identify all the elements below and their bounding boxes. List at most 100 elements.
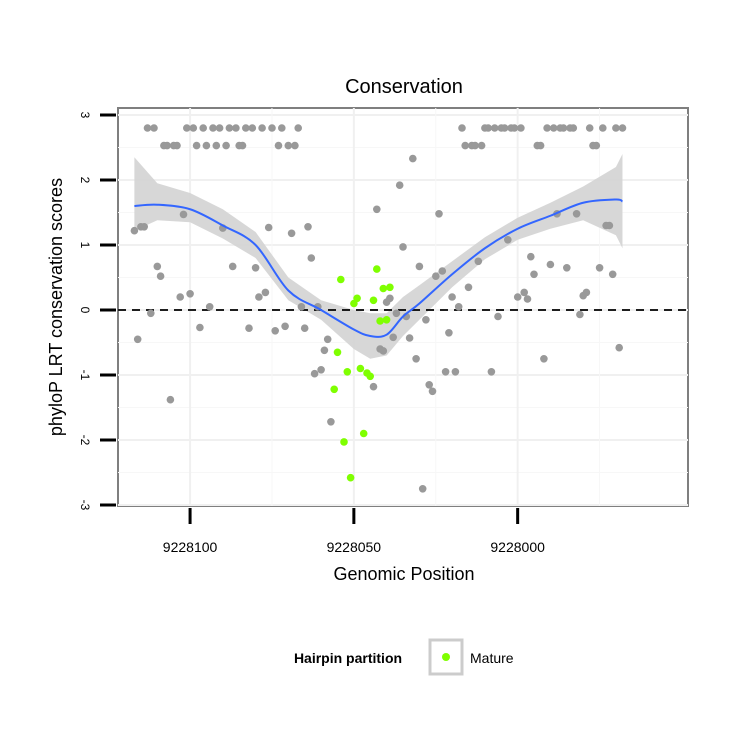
data-point-mature: [366, 372, 375, 381]
x-tick-label: 9228050: [327, 539, 382, 555]
points-mature: [330, 265, 394, 482]
data-point: [500, 124, 509, 132]
data-point-mature: [376, 317, 384, 325]
data-point: [255, 293, 263, 301]
data-point: [264, 223, 273, 232]
data-point: [225, 124, 234, 132]
data-point: [572, 210, 581, 218]
data-point: [205, 303, 214, 311]
data-point: [405, 334, 414, 342]
data-point: [415, 262, 424, 271]
x-axis: 9228100 9228050 9228000: [163, 508, 545, 555]
data-point-mature: [343, 368, 352, 376]
data-point-mature: [337, 275, 345, 284]
y-tick-label: 2: [78, 177, 92, 184]
data-point: [271, 327, 280, 335]
data-point: [494, 312, 502, 321]
data-point: [176, 293, 184, 301]
data-point-mature: [386, 283, 394, 292]
data-point: [294, 124, 303, 132]
data-point-mature: [333, 348, 342, 357]
data-point: [373, 205, 381, 214]
data-point: [291, 141, 299, 150]
data-point: [445, 329, 453, 337]
data-point: [179, 210, 188, 219]
data-point: [222, 141, 230, 150]
data-point: [618, 124, 627, 132]
data-point: [435, 210, 443, 218]
data-point: [412, 355, 420, 363]
data-point: [559, 124, 568, 132]
data-point: [183, 124, 191, 132]
data-point: [238, 141, 247, 150]
data-point: [268, 124, 276, 132]
data-point: [209, 124, 217, 132]
data-point: [261, 288, 270, 297]
data-point: [310, 369, 319, 378]
data-point: [307, 254, 316, 262]
data-point: [189, 124, 198, 132]
chart-title: Conservation: [345, 76, 463, 98]
data-point-mature: [382, 316, 391, 324]
data-point-mature: [353, 294, 361, 303]
data-point: [487, 368, 496, 376]
points-other: [130, 124, 627, 493]
y-tick-label: -3: [78, 500, 92, 511]
data-point: [582, 288, 591, 297]
data-point: [477, 141, 486, 150]
data-point: [228, 262, 237, 271]
data-point: [140, 223, 148, 231]
y-tick-label: -2: [78, 435, 92, 446]
x-axis-label: Genomic Position: [333, 564, 474, 584]
data-point-mature: [340, 438, 348, 446]
data-point: [523, 295, 532, 303]
data-point-mature: [373, 265, 381, 273]
data-point: [484, 124, 493, 132]
data-point: [605, 221, 614, 230]
data-point-mature: [379, 284, 388, 293]
data-point: [563, 264, 571, 272]
data-point: [536, 141, 545, 150]
data-point: [441, 368, 450, 376]
data-point: [242, 124, 250, 132]
data-point: [549, 124, 558, 132]
smooth-line-layer: [134, 198, 623, 338]
data-point: [284, 141, 293, 150]
data-point: [599, 124, 607, 132]
data-point: [133, 335, 142, 344]
data-point: [490, 124, 499, 132]
data-point: [530, 270, 538, 279]
data-point: [379, 347, 388, 355]
x-tick-label: 9228000: [490, 539, 545, 555]
data-point: [454, 303, 463, 311]
data-point: [251, 264, 260, 272]
y-tick-label: 3: [78, 112, 92, 119]
data-point: [615, 343, 623, 352]
data-point: [369, 382, 378, 391]
data-point: [196, 323, 204, 332]
data-point-mature: [369, 296, 378, 305]
data-point: [199, 124, 207, 132]
y-axis: -3 -2 -1 0 1 2 3: [78, 112, 116, 511]
data-point: [297, 303, 306, 311]
data-point-mature: [346, 473, 355, 482]
data-point: [232, 124, 240, 132]
data-point: [281, 322, 289, 331]
y-tick-label: -1: [78, 370, 92, 381]
data-point: [422, 316, 430, 324]
data-point: [304, 223, 312, 231]
data-point: [245, 324, 253, 333]
data-point: [409, 154, 417, 163]
data-point: [461, 141, 470, 150]
data-point: [186, 290, 194, 298]
data-point: [448, 293, 456, 301]
data-point: [327, 418, 335, 426]
data-point: [576, 310, 584, 319]
data-point: [474, 257, 483, 266]
data-point: [504, 236, 512, 244]
data-point: [287, 229, 296, 238]
data-point: [569, 124, 578, 132]
data-point: [520, 288, 528, 297]
y-axis-label: phyloP LRT conservation scores: [46, 178, 66, 436]
